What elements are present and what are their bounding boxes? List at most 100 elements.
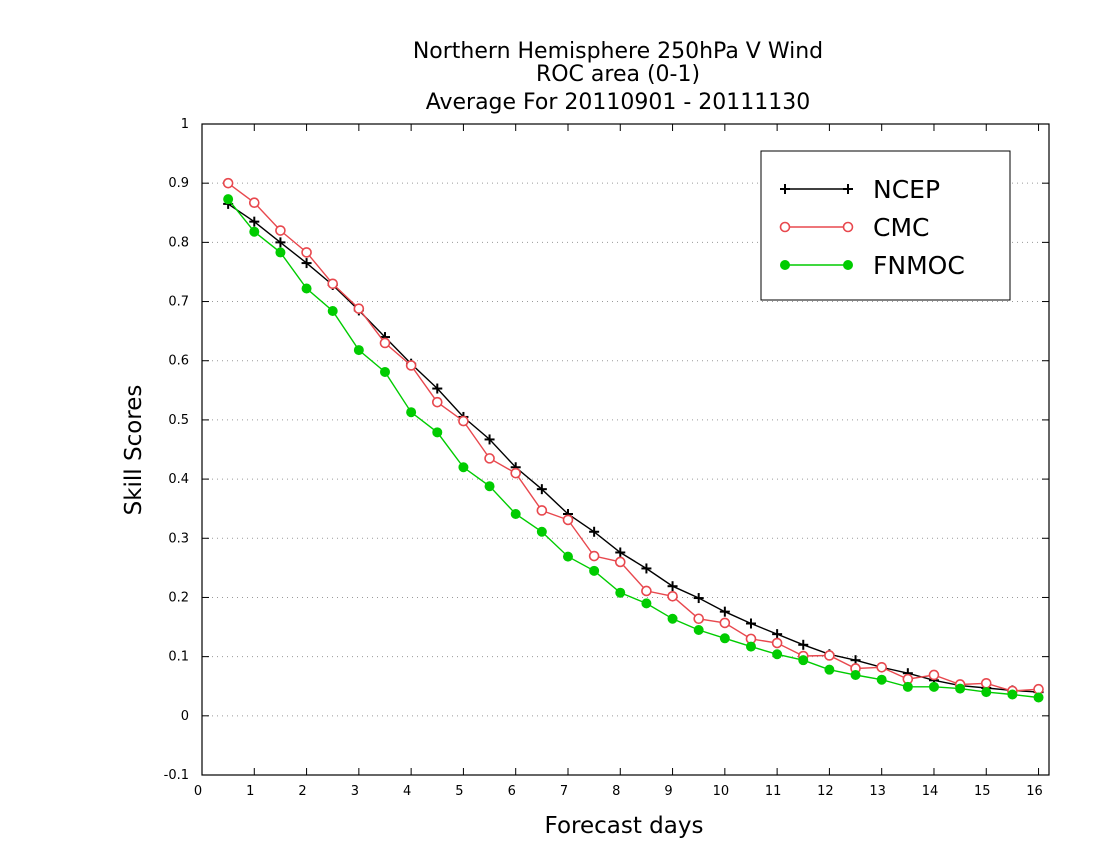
y-tick-label: 1 xyxy=(181,117,189,132)
y-tick-label: 0.4 xyxy=(168,472,189,487)
data-point-cmc xyxy=(222,177,234,189)
data-point-fnmoc xyxy=(876,674,887,685)
data-point-fnmoc xyxy=(772,649,783,660)
data-point-cmc xyxy=(980,677,992,689)
data-point-cmc xyxy=(614,556,626,568)
data-point-ncep xyxy=(798,639,809,650)
plot-frame xyxy=(201,123,1050,776)
axis-ticks: -0.100.10.20.30.40.50.60.70.80.910 1 2 3 4 5 6… xyxy=(164,117,1049,799)
data-point-cmc xyxy=(824,650,835,661)
data-point-cmc xyxy=(1033,683,1044,695)
y-tick-label: 0.8 xyxy=(168,235,189,250)
series-lines xyxy=(222,177,1044,703)
data-point-fnmoc xyxy=(1033,692,1044,703)
data-point-ncep xyxy=(772,629,783,640)
legend-marker-fnmoc xyxy=(780,260,790,270)
x-tick-label: 7 xyxy=(560,784,568,799)
legend-label-cmc: CMC xyxy=(873,213,929,242)
data-point-cmc xyxy=(353,303,365,314)
data-point-cmc xyxy=(510,467,522,479)
series-fnmoc xyxy=(223,194,1044,703)
x-tick-label: 13 xyxy=(869,784,886,799)
data-point-cmc xyxy=(693,613,704,625)
legend-marker-ncep xyxy=(843,184,853,194)
data-point-fnmoc xyxy=(353,345,364,356)
data-point-ncep xyxy=(589,526,600,537)
x-tick-label: 8 xyxy=(612,784,620,799)
y-tick-label: 0.2 xyxy=(168,590,189,605)
x-tick-label: 11 xyxy=(765,784,782,799)
data-point-cmc xyxy=(379,337,391,349)
data-point-fnmoc xyxy=(902,681,913,692)
data-point-fnmoc xyxy=(275,247,286,258)
legend-box xyxy=(760,150,1011,301)
chart-title: Northern Hemisphere 250hPa V Wind ROC ar… xyxy=(413,39,823,115)
x-tick-label: 16 xyxy=(1026,784,1043,799)
data-point-fnmoc xyxy=(615,587,626,598)
y-tick-label: 0.3 xyxy=(168,531,189,546)
data-point-fnmoc xyxy=(798,655,809,666)
data-point-fnmoc xyxy=(406,407,417,418)
data-point-cmc xyxy=(771,637,783,649)
data-point-fnmoc xyxy=(719,633,730,644)
data-point-ncep xyxy=(301,258,312,269)
data-point-cmc xyxy=(301,247,312,258)
data-point-fnmoc xyxy=(536,526,547,537)
data-point-cmc xyxy=(876,661,887,673)
y-tick-label: 0.5 xyxy=(168,413,189,428)
data-point-ncep xyxy=(432,383,443,394)
data-point-fnmoc xyxy=(955,683,966,694)
data-point-ncep xyxy=(484,434,495,445)
data-point-fnmoc xyxy=(667,613,678,624)
data-point-fnmoc xyxy=(327,306,338,317)
data-point-cmc xyxy=(458,415,469,427)
data-point-cmc xyxy=(431,396,443,408)
data-point-fnmoc xyxy=(745,641,756,652)
y-tick-label: 0.7 xyxy=(168,295,189,310)
title-line-3: Average For 20110901 - 20111130 xyxy=(426,90,811,115)
data-point-fnmoc xyxy=(223,194,234,205)
data-point-cmc xyxy=(484,453,495,464)
data-point-cmc xyxy=(928,669,940,681)
data-point-cmc xyxy=(536,505,548,516)
title-line-2: ROC area (0-1) xyxy=(536,62,700,87)
x-tick-label: 5 xyxy=(455,784,463,799)
series-cmc xyxy=(222,177,1044,697)
x-tick-label: 0 xyxy=(194,784,202,799)
data-point-fnmoc xyxy=(981,687,992,698)
x-tick-label: 10 xyxy=(713,784,730,799)
x-axis-label: Forecast days xyxy=(545,813,704,839)
data-point-fnmoc xyxy=(693,625,704,636)
legend-item-cmc: CMC xyxy=(779,213,929,242)
data-point-fnmoc xyxy=(589,565,600,576)
legend-marker-fnmoc xyxy=(843,260,853,270)
x-tick-label: 12 xyxy=(817,784,834,799)
data-point-ncep xyxy=(275,237,286,248)
legend-item-ncep: NCEP xyxy=(780,175,940,204)
x-tick-label: 2 xyxy=(298,784,306,799)
data-point-fnmoc xyxy=(301,283,312,294)
legend: NCEP CMC FNMOC xyxy=(760,150,1011,301)
x-tick-label: 3 xyxy=(351,784,359,799)
legend-marker-ncep xyxy=(780,184,790,194)
data-point-cmc xyxy=(588,550,600,562)
data-point-cmc xyxy=(562,514,574,526)
y-tick-label: 0 xyxy=(181,709,189,724)
data-point-fnmoc xyxy=(379,366,390,377)
data-point-ncep xyxy=(641,563,652,574)
data-point-fnmoc xyxy=(458,462,469,473)
y-tick-label: -0.1 xyxy=(164,768,189,783)
data-point-ncep xyxy=(249,216,260,227)
data-point-fnmoc xyxy=(249,226,260,237)
data-point-fnmoc xyxy=(1007,689,1018,700)
x-tick-label: 6 xyxy=(508,784,516,799)
data-point-fnmoc xyxy=(824,664,835,675)
y-axis-label: Skill Scores xyxy=(121,385,147,516)
data-point-fnmoc xyxy=(510,509,521,520)
legend-label-fnmoc: FNMOC xyxy=(873,251,965,280)
y-tick-label: 0.6 xyxy=(168,354,189,369)
data-point-ncep xyxy=(719,606,730,617)
title-line-1: Northern Hemisphere 250hPa V Wind xyxy=(413,39,823,64)
data-point-fnmoc xyxy=(484,481,495,492)
